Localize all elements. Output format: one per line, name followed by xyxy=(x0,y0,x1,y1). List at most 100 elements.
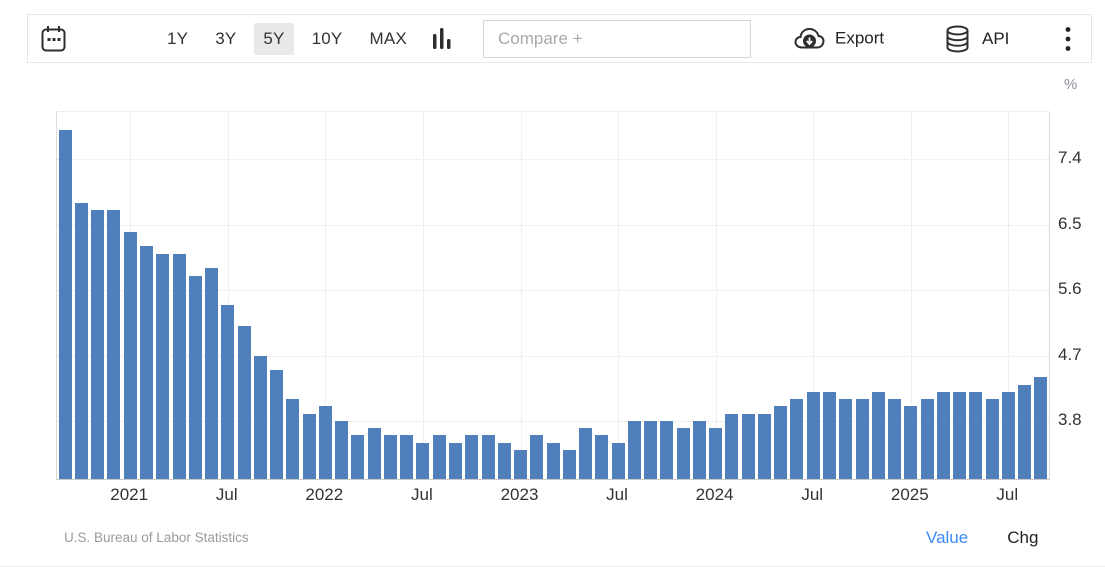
data-bar[interactable] xyxy=(676,428,690,479)
y-axis-labels: 3.8 4.7 5.6 6.5 7.4 xyxy=(1058,111,1104,478)
value-toggle[interactable]: Value xyxy=(926,528,969,547)
data-bar[interactable] xyxy=(953,391,967,479)
data-bar[interactable] xyxy=(530,435,544,479)
data-bar[interactable] xyxy=(432,435,446,479)
chg-toggle[interactable]: Chg xyxy=(1007,528,1039,547)
export-button[interactable]: Export xyxy=(794,27,884,50)
chart-type-button[interactable] xyxy=(432,27,452,51)
data-bar[interactable] xyxy=(91,210,105,479)
data-bar[interactable] xyxy=(1034,377,1048,479)
data-bar[interactable] xyxy=(1018,384,1032,479)
data-bar[interactable] xyxy=(839,399,853,479)
x-axis-labels: 2021 Jul 2022 Jul 2023 Jul 2024 Jul 2025 Jul xyxy=(56,485,1048,507)
data-bar[interactable] xyxy=(481,435,495,479)
data-bar[interactable] xyxy=(774,406,788,479)
x-axis-tick-label: Jul xyxy=(996,485,1019,504)
horizontal-gridline xyxy=(57,224,1049,226)
export-label: Export xyxy=(835,28,885,48)
data-bar[interactable] xyxy=(367,428,381,479)
data-bar[interactable] xyxy=(107,210,121,479)
data-bar[interactable] xyxy=(448,442,462,479)
data-bar[interactable] xyxy=(579,428,592,479)
source-attribution: U.S. Bureau of Labor Statistics xyxy=(64,530,249,545)
data-bar[interactable] xyxy=(1001,391,1015,479)
data-bar[interactable] xyxy=(709,428,723,479)
data-bar[interactable] xyxy=(286,399,300,479)
data-bar[interactable] xyxy=(855,399,869,479)
data-bar[interactable] xyxy=(497,442,511,479)
data-bar[interactable] xyxy=(741,413,755,479)
data-bar[interactable] xyxy=(757,413,771,479)
data-bar[interactable] xyxy=(139,246,153,479)
data-bar[interactable] xyxy=(692,420,706,479)
data-bar[interactable] xyxy=(400,435,414,479)
vertical-gridline xyxy=(715,112,717,479)
data-bar[interactable] xyxy=(611,442,625,479)
data-bar[interactable] xyxy=(318,406,332,479)
api-label: API xyxy=(982,28,1010,48)
data-bar[interactable] xyxy=(237,326,251,479)
calendar-button[interactable] xyxy=(40,24,67,54)
data-bar[interactable] xyxy=(123,231,137,479)
y-axis-tick-label: 5.6 xyxy=(1058,279,1082,298)
data-bar[interactable] xyxy=(156,253,170,479)
range-max-button[interactable]: MAX xyxy=(360,23,415,55)
data-bar[interactable] xyxy=(270,370,283,479)
data-bar[interactable] xyxy=(936,391,950,479)
data-bar[interactable] xyxy=(74,202,88,479)
y-axis-tick-label: 4.7 xyxy=(1058,344,1082,364)
data-bar[interactable] xyxy=(888,399,901,479)
data-bar[interactable] xyxy=(58,130,72,479)
data-bar[interactable] xyxy=(514,449,527,479)
data-bar[interactable] xyxy=(627,420,641,479)
range-1y-button[interactable]: 1Y xyxy=(158,23,197,55)
vertical-gridline xyxy=(422,112,424,479)
data-bar[interactable] xyxy=(351,435,365,479)
data-bar[interactable] xyxy=(188,275,202,479)
y-axis-tick-label: 6.5 xyxy=(1058,213,1082,233)
data-bar[interactable] xyxy=(725,413,739,479)
range-10y-button[interactable]: 10Y xyxy=(303,23,352,55)
bar-chart-icon xyxy=(433,27,451,49)
data-bar[interactable] xyxy=(416,442,430,479)
data-bar[interactable] xyxy=(920,399,934,479)
data-bar[interactable] xyxy=(302,413,316,479)
y-axis-tick-label: 7.4 xyxy=(1058,148,1082,168)
data-bar[interactable] xyxy=(595,435,609,479)
data-bar[interactable] xyxy=(253,355,267,479)
data-bar[interactable] xyxy=(985,399,999,479)
data-bar[interactable] xyxy=(823,391,836,479)
api-button[interactable]: API xyxy=(945,25,1009,53)
data-bar[interactable] xyxy=(546,442,560,479)
data-bar[interactable] xyxy=(644,420,658,479)
data-bar[interactable] xyxy=(465,435,479,479)
data-bar[interactable] xyxy=(969,391,983,479)
range-5y-button[interactable]: 5Y xyxy=(254,22,294,55)
x-axis-tick-label: Jul xyxy=(801,485,824,504)
more-menu-button[interactable] xyxy=(1058,26,1078,52)
x-axis-tick-label: 2021 xyxy=(110,485,149,504)
database-icon xyxy=(946,25,969,53)
data-bar[interactable] xyxy=(335,420,349,479)
vertical-gridline xyxy=(618,112,619,479)
data-bar[interactable] xyxy=(806,391,820,479)
vertical-gridline xyxy=(813,112,815,479)
y-axis-tick-label: 3.8 xyxy=(1058,409,1082,429)
range-3y-button[interactable]: 3Y xyxy=(206,23,245,55)
data-bar[interactable] xyxy=(205,268,218,479)
data-bar[interactable] xyxy=(904,406,918,479)
data-bar[interactable] xyxy=(221,304,235,479)
data-bar[interactable] xyxy=(871,391,885,479)
horizontal-gridline xyxy=(57,355,1049,357)
data-bar[interactable] xyxy=(172,253,186,479)
horizontal-gridline xyxy=(57,420,1049,422)
compare-input[interactable] xyxy=(483,19,751,58)
data-bar[interactable] xyxy=(660,420,674,479)
data-bar[interactable] xyxy=(383,435,397,479)
data-bar[interactable] xyxy=(562,449,576,479)
plot-area xyxy=(56,111,1050,480)
kebab-menu-icon xyxy=(1065,26,1071,51)
vertical-gridline xyxy=(227,112,229,479)
data-bar[interactable] xyxy=(790,399,804,479)
vertical-gridline xyxy=(1008,112,1010,479)
